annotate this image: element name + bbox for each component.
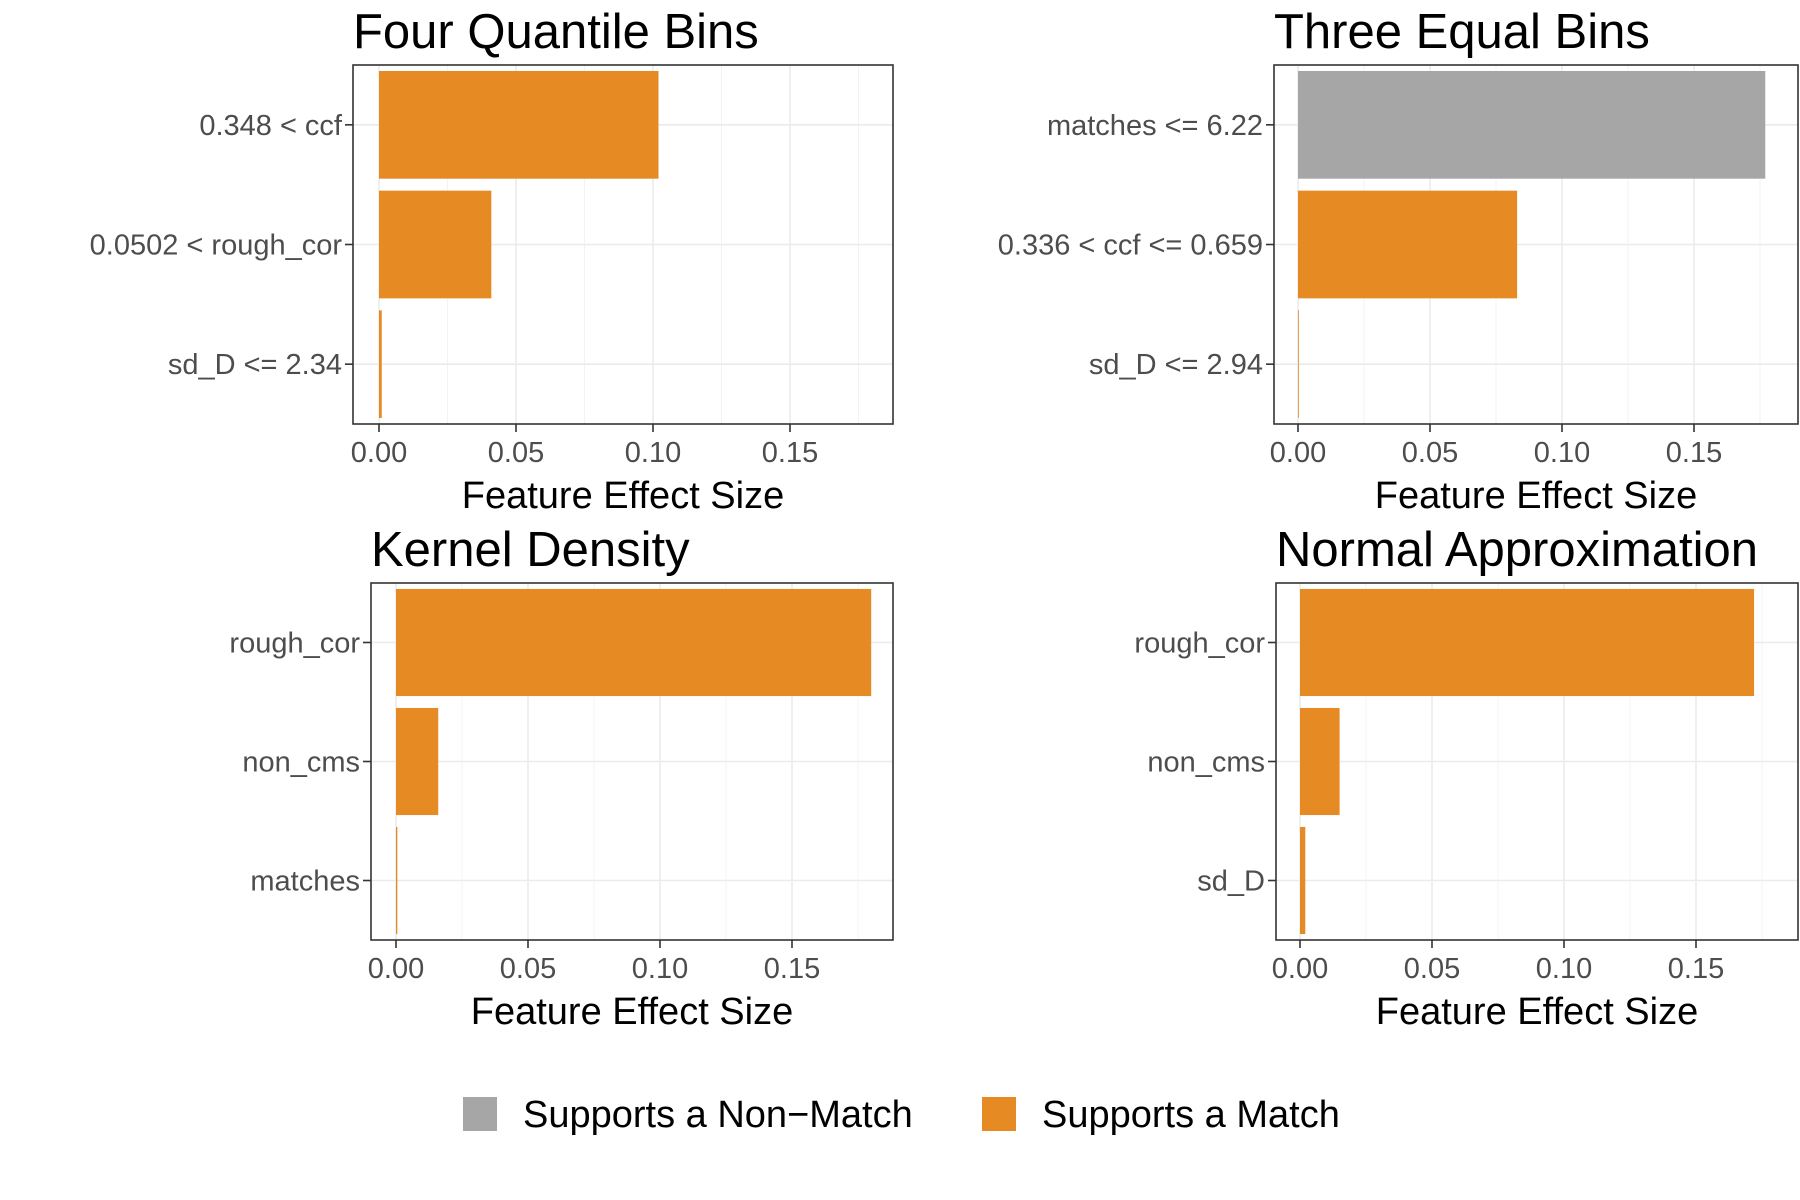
x-axis-title: Feature Effect Size <box>462 475 784 517</box>
legend: Supports a Non−Match Supports a Match <box>463 1094 1340 1136</box>
panel-title: Kernel Density <box>371 523 690 577</box>
bar-1 <box>1298 70 1766 179</box>
legend-swatch-match <box>982 1097 1016 1131</box>
x-tick-label: 0.10 <box>632 953 688 985</box>
x-tick-label: 0.00 <box>368 953 424 985</box>
y-tick-label: 0.336 < ccf <= 0.659 <box>998 230 1263 262</box>
bar-3 <box>1298 310 1299 419</box>
legend-label-non-match: Supports a Non−Match <box>523 1094 913 1136</box>
x-tick-label: 0.10 <box>1536 953 1592 985</box>
x-tick-label: 0.15 <box>762 437 818 469</box>
bar-3 <box>1300 826 1306 935</box>
y-tick-label: non_cms <box>242 747 360 779</box>
x-tick-label: 0.00 <box>351 437 407 469</box>
chart-panel-2: matches <= 6.22 0.336 < ccf <= 0.659 sd_D … <box>998 5 1799 517</box>
x-tick-label: 0.15 <box>764 953 820 985</box>
chart-panel-1: 0.348 < ccf 0.0502 < rough_cor sd_D <= 2.3… <box>90 5 894 517</box>
x-tick-label: 0.15 <box>1668 953 1724 985</box>
x-tick-label: 0.05 <box>500 953 556 985</box>
bar-3 <box>379 310 382 419</box>
x-axis-title: Feature Effect Size <box>1375 475 1697 517</box>
y-tick-label: matches <box>250 866 360 898</box>
y-tick-label: sd_D <= 2.34 <box>168 349 342 381</box>
panel-title: Normal Approximation <box>1276 523 1758 577</box>
bar-3 <box>396 826 398 935</box>
bar-2 <box>1298 190 1518 299</box>
x-tick-label: 0.05 <box>1404 953 1460 985</box>
bar-2 <box>1300 707 1340 816</box>
panel-title: Four Quantile Bins <box>353 5 759 59</box>
legend-label-match: Supports a Match <box>1042 1094 1340 1136</box>
bar-2 <box>396 707 439 816</box>
y-tick-label: matches <= 6.22 <box>1047 110 1263 142</box>
chart-panel-4: rough_cor non_cms sd_D 0.00 0.05 0.10 0.15 Feat… <box>1134 523 1799 1033</box>
bar-1 <box>1300 588 1755 697</box>
x-tick-label: 0.00 <box>1270 437 1326 469</box>
x-tick-label: 0.10 <box>625 437 681 469</box>
x-tick-label: 0.00 <box>1272 953 1328 985</box>
y-tick-label: non_cms <box>1147 747 1265 779</box>
legend-swatch-non-match <box>463 1097 497 1131</box>
x-axis-title: Feature Effect Size <box>1376 991 1698 1033</box>
y-tick-label: 0.348 < ccf <box>199 110 343 142</box>
bar-2 <box>379 190 492 299</box>
bar-1 <box>396 588 872 697</box>
x-tick-label: 0.05 <box>1402 437 1458 469</box>
x-tick-label: 0.10 <box>1534 437 1590 469</box>
panel-title: Three Equal Bins <box>1274 5 1650 59</box>
bar-1 <box>379 70 659 179</box>
y-tick-label: rough_cor <box>229 628 360 660</box>
y-tick-label: 0.0502 < rough_cor <box>90 230 343 262</box>
y-tick-label: sd_D <box>1197 866 1265 898</box>
x-tick-label: 0.05 <box>488 437 544 469</box>
x-axis-title: Feature Effect Size <box>471 991 793 1033</box>
y-tick-label: sd_D <= 2.94 <box>1089 349 1263 381</box>
chart-panels: 0.348 < ccf 0.0502 < rough_cor sd_D <= 2.3… <box>90 5 1799 1033</box>
x-tick-label: 0.15 <box>1666 437 1722 469</box>
y-tick-label: rough_cor <box>1134 628 1265 660</box>
